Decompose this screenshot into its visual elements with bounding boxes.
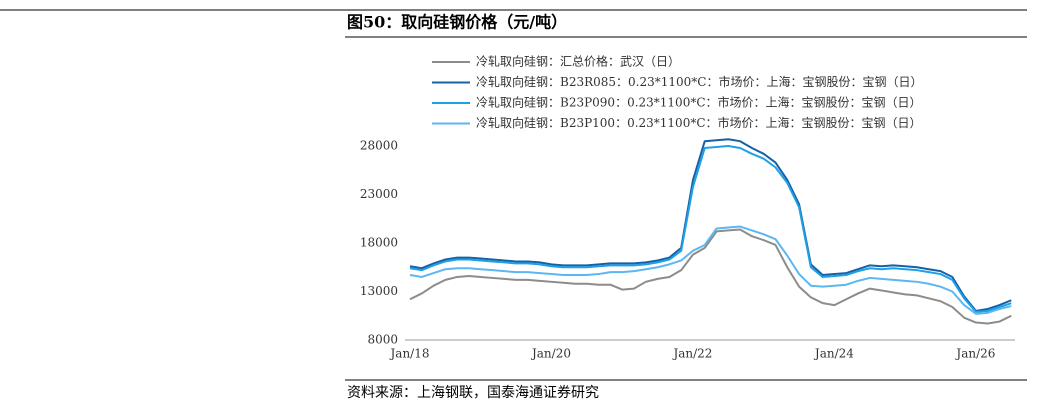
series-line	[409, 228, 1012, 325]
series-line	[409, 225, 1012, 315]
x-tick-label: Jan/24	[813, 347, 854, 361]
y-tick-label: 23000	[360, 187, 398, 201]
x-tick-label: Jan/22	[671, 347, 712, 361]
source: 资料来源：上海钢联，国泰海通证券研究	[347, 385, 599, 401]
series-line	[409, 145, 1012, 313]
x-tick-label: Jan/18	[388, 347, 429, 361]
y-tick-label: 8000	[367, 333, 398, 347]
y-tick-label: 28000	[360, 139, 398, 153]
y-tick-label: 18000	[360, 236, 398, 250]
y-tick-label: 13000	[360, 284, 398, 298]
chart-title: 图50：取向硅钢价格（元/吨）	[347, 13, 567, 32]
x-tick-label: Jan/20	[530, 347, 571, 361]
legend-label: 冷轧取向硅钢：汇总价格：武汉（日）	[476, 54, 680, 69]
legend-label: 冷轧取向硅钢：B23P100：0.23*1100*C：市场价：上海：宝钢股份：宝…	[476, 115, 922, 130]
x-tick-label: Jan/26	[954, 347, 995, 361]
legend-label: 冷轧取向硅钢：B23R085：0.23*1100*C：市场价：上海：宝钢股份：宝…	[476, 74, 922, 89]
series-line	[409, 138, 1012, 312]
legend-label: 冷轧取向硅钢：B23P090：0.23*1100*C：市场价：上海：宝钢股份：宝…	[476, 95, 922, 110]
